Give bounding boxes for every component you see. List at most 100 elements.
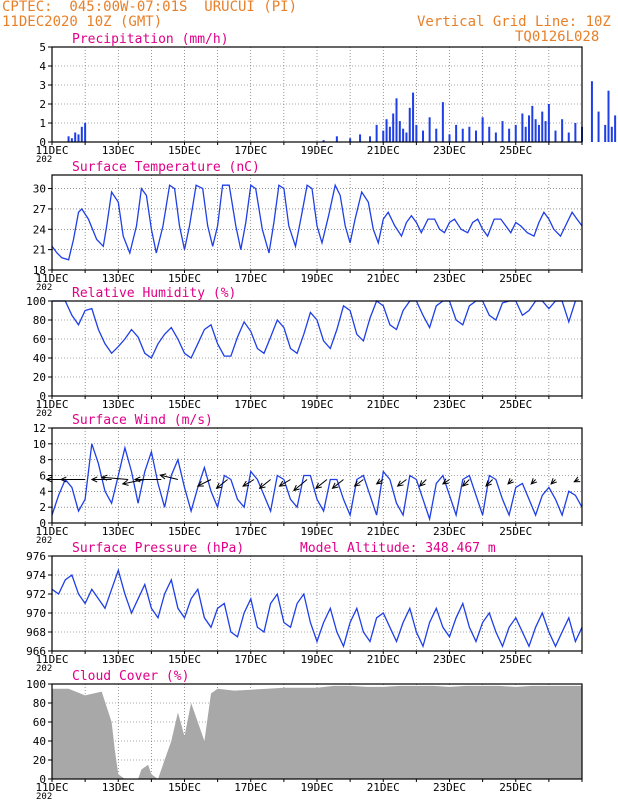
ytick-label: 12: [33, 422, 46, 435]
ytick-label: 3: [39, 79, 46, 92]
wind-arrow: [315, 479, 328, 489]
ytick-label: 0: [39, 390, 46, 403]
wind-arrow: [216, 479, 228, 489]
wind-arrow: [485, 479, 493, 487]
wind-arrow-head: [292, 484, 300, 492]
wind-arrow: [293, 479, 308, 491]
wind-arrow-head: [90, 476, 98, 483]
wind-arrow-head: [315, 482, 322, 490]
xtick-label: 19DEC: [300, 398, 333, 411]
xtick-label: 17DEC: [234, 144, 267, 157]
ytick-label: 974: [26, 569, 46, 582]
series-line: [51, 568, 583, 649]
ytick-label: 27: [33, 203, 46, 216]
wind-arrow-head: [353, 480, 361, 487]
wind-arrow: [376, 479, 384, 485]
ytick-label: 6: [39, 470, 46, 483]
xtick-label: 13DEC: [102, 525, 135, 538]
xtick-label: 13DEC: [102, 398, 135, 411]
ytick-label: 2: [39, 501, 46, 514]
precip-bar: [481, 117, 484, 142]
precip-bar: [547, 104, 550, 142]
cloud-area: [52, 685, 582, 779]
xtick-label: 17DEC: [234, 272, 267, 285]
wind-arrow-head: [507, 478, 514, 485]
xtick-label: 25DEC: [499, 272, 532, 285]
wind-arrow-head: [485, 480, 492, 487]
xtick-label: 15DEC: [168, 653, 201, 666]
wind-arrow-head: [396, 480, 404, 487]
series-line: [51, 443, 583, 522]
wind-arrow-head: [550, 478, 557, 485]
xtick-label: 13DEC: [102, 144, 135, 157]
precip-bar: [488, 126, 491, 142]
precip-bar: [369, 136, 371, 142]
precip-bar: [84, 123, 87, 142]
precip-bar: [524, 126, 527, 142]
wind-arrow: [419, 479, 427, 487]
xtick-label: 13DEC: [102, 781, 135, 794]
precip-bar: [359, 134, 362, 142]
precip-bar: [534, 119, 537, 142]
precip-bar: [435, 128, 438, 142]
xtick-label: 11DEC: [35, 525, 68, 538]
wind-arrow-head: [159, 473, 167, 480]
xtick-label: 11DEC: [35, 653, 68, 666]
precip-bar: [70, 138, 73, 142]
xtick-label: 19DEC: [300, 272, 333, 285]
precip-bar: [408, 107, 411, 142]
precip-bar: [74, 132, 77, 142]
ytick-label: 60: [33, 333, 46, 346]
ytick-label: 20: [33, 371, 46, 384]
wind-arrow-head: [196, 481, 204, 487]
xtick-label: 25DEC: [499, 525, 532, 538]
wind-arrow: [122, 479, 145, 485]
panel-frame: [51, 555, 583, 652]
xtick-label: 21DEC: [367, 398, 400, 411]
xtick-label: 25DEC: [499, 781, 532, 794]
precip-bar: [385, 119, 388, 142]
precip-bar: [544, 121, 547, 142]
precip-bar: [375, 124, 378, 142]
station-title: CPTEC: 045:00W-07:01S URUCUI (PI): [2, 0, 298, 15]
xtick-year-label: 202: [36, 283, 52, 293]
xtick-label: 11DEC: [35, 272, 68, 285]
ytick-label: 30: [33, 183, 46, 196]
xtick-label: 15DEC: [168, 781, 201, 794]
xtick-label: 19DEC: [300, 525, 333, 538]
xtick-label: 23DEC: [433, 781, 466, 794]
xtick-label: 17DEC: [234, 653, 267, 666]
xtick-label: 15DEC: [168, 144, 201, 157]
ytick-label: 20: [33, 754, 46, 767]
xtick-label: 23DEC: [433, 398, 466, 411]
precip-bar: [537, 124, 540, 142]
xtick-label: 19DEC: [300, 653, 333, 666]
model-id: TQ0126L028: [515, 29, 600, 45]
wind-arrow: [259, 479, 271, 489]
wind-arrow-head: [215, 482, 223, 490]
ytick-label: 976: [26, 550, 46, 563]
ytick-label: 972: [26, 588, 46, 601]
panel-title: Surface Wind (m/s): [72, 413, 213, 428]
ytick-label: 4: [39, 60, 46, 73]
precip-bar: [494, 132, 497, 142]
xtick-label: 19DEC: [300, 781, 333, 794]
precip-bar: [349, 138, 352, 142]
xtick-label: 21DEC: [367, 144, 400, 157]
wind-arrow-head: [45, 476, 53, 483]
precip-bar: [590, 81, 593, 142]
precip-bar: [610, 126, 613, 142]
precip-bar: [508, 128, 511, 142]
panel-title: Precipitation (mm/h): [72, 32, 229, 47]
panel-title: Cloud Cover (%): [72, 669, 189, 684]
wind-arrow-head: [100, 474, 108, 481]
ytick-label: 4: [39, 485, 46, 498]
run-date: 11DEC2020 10Z (GMT): [2, 14, 163, 30]
precip-bar: [388, 126, 391, 142]
xtick-label: 17DEC: [234, 781, 267, 794]
precip-bar: [554, 130, 557, 142]
xtick-label: 23DEC: [433, 653, 466, 666]
wind-arrow-head: [121, 479, 129, 486]
precip-bar: [322, 140, 325, 142]
ytick-label: 0: [39, 773, 46, 786]
